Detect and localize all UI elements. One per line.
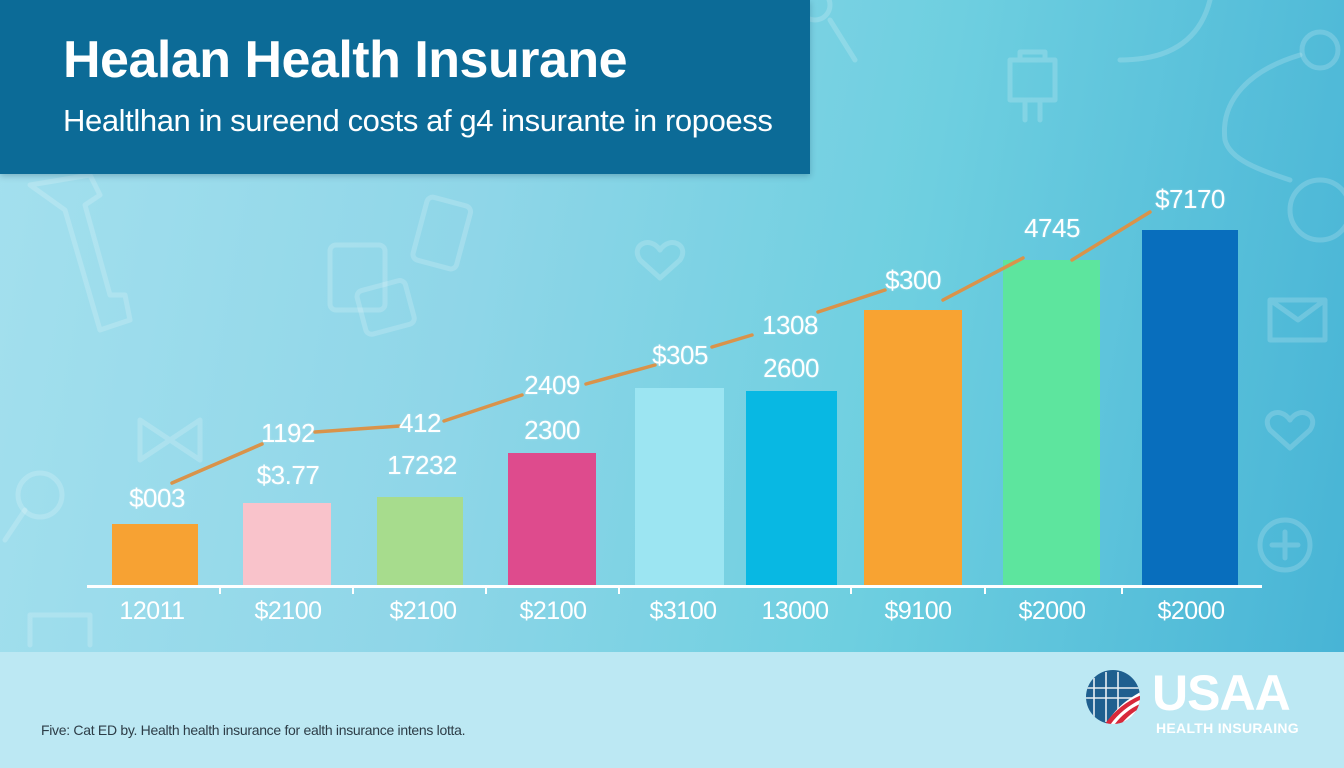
line-value-label: 2409: [524, 370, 580, 400]
bar-1: [112, 524, 198, 586]
x-axis-label: $2100: [389, 597, 457, 625]
x-axis-tick: [984, 585, 986, 594]
x-axis-label: $3100: [649, 597, 717, 625]
chart-subtitle: Healtlhan in sureend costs af g4 insuran…: [63, 103, 773, 138]
bar-6: [746, 391, 837, 586]
x-axis-label: $2000: [1157, 597, 1225, 625]
header-panel: Healan Health Insurane Healtlhan in sure…: [0, 0, 810, 174]
bar-9: [1142, 230, 1238, 586]
x-axis-label: $2000: [1018, 597, 1086, 625]
x-axis-tick: [352, 585, 354, 594]
x-axis-tick: [1121, 585, 1123, 594]
footnote: Five: Cat ED by. Health health insurance…: [41, 722, 466, 738]
x-axis-label: 12011: [119, 597, 185, 625]
x-axis-tick: [485, 585, 487, 594]
bar-4: [508, 453, 596, 586]
logo-tagline: HEALTH INSURAING: [1156, 720, 1299, 736]
line-value-label: 412: [399, 408, 441, 438]
logo-wordmark: USAA: [1152, 665, 1291, 721]
line-value-label: $300: [885, 265, 941, 295]
chart-title: Healan Health Insurane: [63, 31, 628, 89]
bar-value-label: 2600: [763, 353, 819, 383]
bar-value-label: $3.77: [256, 460, 320, 490]
line-value-label: 1192: [261, 418, 315, 448]
x-axis-tick: [850, 585, 852, 594]
bar-7: [864, 310, 962, 586]
line-value-label: 1308: [762, 310, 818, 340]
line-value-label: 4745: [1024, 213, 1080, 243]
globe-flag-icon: [1086, 670, 1140, 724]
x-axis-label: $9100: [884, 597, 952, 625]
x-axis-label: $2100: [254, 597, 322, 625]
bar-value-label: 2300: [524, 415, 580, 445]
line-value-label: $7170: [1155, 184, 1225, 214]
brand-logo: USAA HEALTH INSURAING: [1084, 664, 1324, 744]
x-axis-line: [87, 585, 1262, 588]
x-axis-label: 13000: [761, 597, 829, 625]
bar-2: [243, 503, 331, 586]
line-value-label: $305: [652, 340, 708, 370]
bar-3: [377, 497, 463, 586]
bar-8: [1003, 260, 1100, 586]
x-axis-tick: [219, 585, 221, 594]
bar-value-label: $003: [129, 483, 185, 513]
x-axis-tick: [618, 585, 620, 594]
x-axis-label: $2100: [519, 597, 587, 625]
bar-value-label: 17232: [387, 450, 457, 480]
bar-5: [635, 388, 724, 586]
